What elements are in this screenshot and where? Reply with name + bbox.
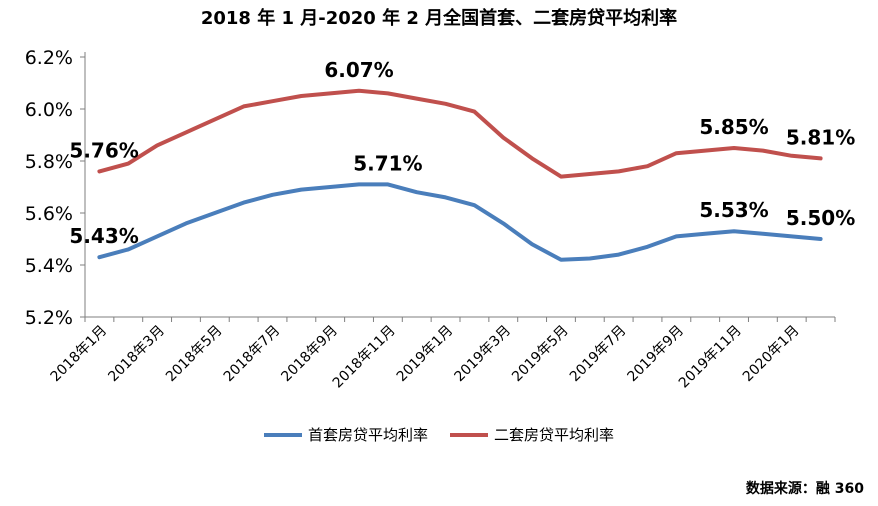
x-tick-label: 2018年5月 bbox=[163, 323, 226, 386]
data-label: 6.07% bbox=[324, 58, 393, 82]
legend-item-second-home[interactable]: 二套房贷平均利率 bbox=[450, 424, 614, 445]
x-tick-label: 2018年9月 bbox=[278, 323, 341, 386]
x-tick-label: 2019年9月 bbox=[625, 323, 688, 386]
x-tick-label: 2018年3月 bbox=[105, 323, 168, 386]
x-tick-label: 2018年7月 bbox=[221, 323, 284, 386]
legend-swatch-first-home bbox=[263, 432, 302, 437]
data-label: 5.85% bbox=[699, 115, 768, 139]
data-label: 5.81% bbox=[786, 125, 855, 149]
y-tick-label: 5.2% bbox=[25, 307, 73, 329]
x-tick-label: 2020年1月 bbox=[740, 323, 803, 386]
x-tick-label: 2019年1月 bbox=[394, 323, 457, 386]
y-tick-label: 5.6% bbox=[25, 203, 73, 225]
x-tick-label: 2019年5月 bbox=[509, 323, 572, 386]
legend-label-second-home: 二套房贷平均利率 bbox=[494, 426, 615, 444]
x-tick-label: 2019年3月 bbox=[451, 323, 514, 386]
legend: 首套房贷平均利率 二套房贷平均利率 bbox=[0, 424, 878, 445]
y-tick-label: 5.8% bbox=[25, 151, 73, 173]
x-tick-label: 2018年11月 bbox=[330, 323, 399, 392]
series-layer bbox=[97, 88, 823, 262]
source-note: 数据来源：融 360 bbox=[745, 481, 864, 497]
data-label: 5.50% bbox=[786, 206, 855, 230]
data-label: 5.53% bbox=[699, 198, 768, 222]
series-line-0 bbox=[97, 182, 823, 262]
data-label: 5.71% bbox=[353, 151, 422, 175]
legend-item-first-home[interactable]: 首套房贷平均利率 bbox=[263, 424, 428, 445]
series-line-1 bbox=[97, 88, 823, 179]
y-tick-label: 6.2% bbox=[25, 47, 73, 69]
data-labels: 5.76% 6.07% 5.85% 5.81% 5.43% 5.71% 5.53% 5.50% bbox=[69, 58, 855, 248]
data-label: 5.76% bbox=[69, 138, 138, 162]
chart-title: 2018 年 1 月-2020 年 2 月全国首套、二套房贷平均利率 bbox=[200, 8, 678, 29]
x-tick-label: 2018年1月 bbox=[48, 323, 111, 386]
x-tick-label: 2019年11月 bbox=[676, 323, 745, 392]
y-tick-label: 5.4% bbox=[25, 255, 73, 277]
legend-label-first-home: 首套房贷平均利率 bbox=[307, 426, 428, 444]
x-tick-label: 2019年7月 bbox=[567, 323, 630, 386]
y-tick-label: 6.0% bbox=[25, 99, 73, 121]
data-label: 5.43% bbox=[69, 224, 138, 248]
legend-swatch-second-home bbox=[450, 432, 488, 437]
